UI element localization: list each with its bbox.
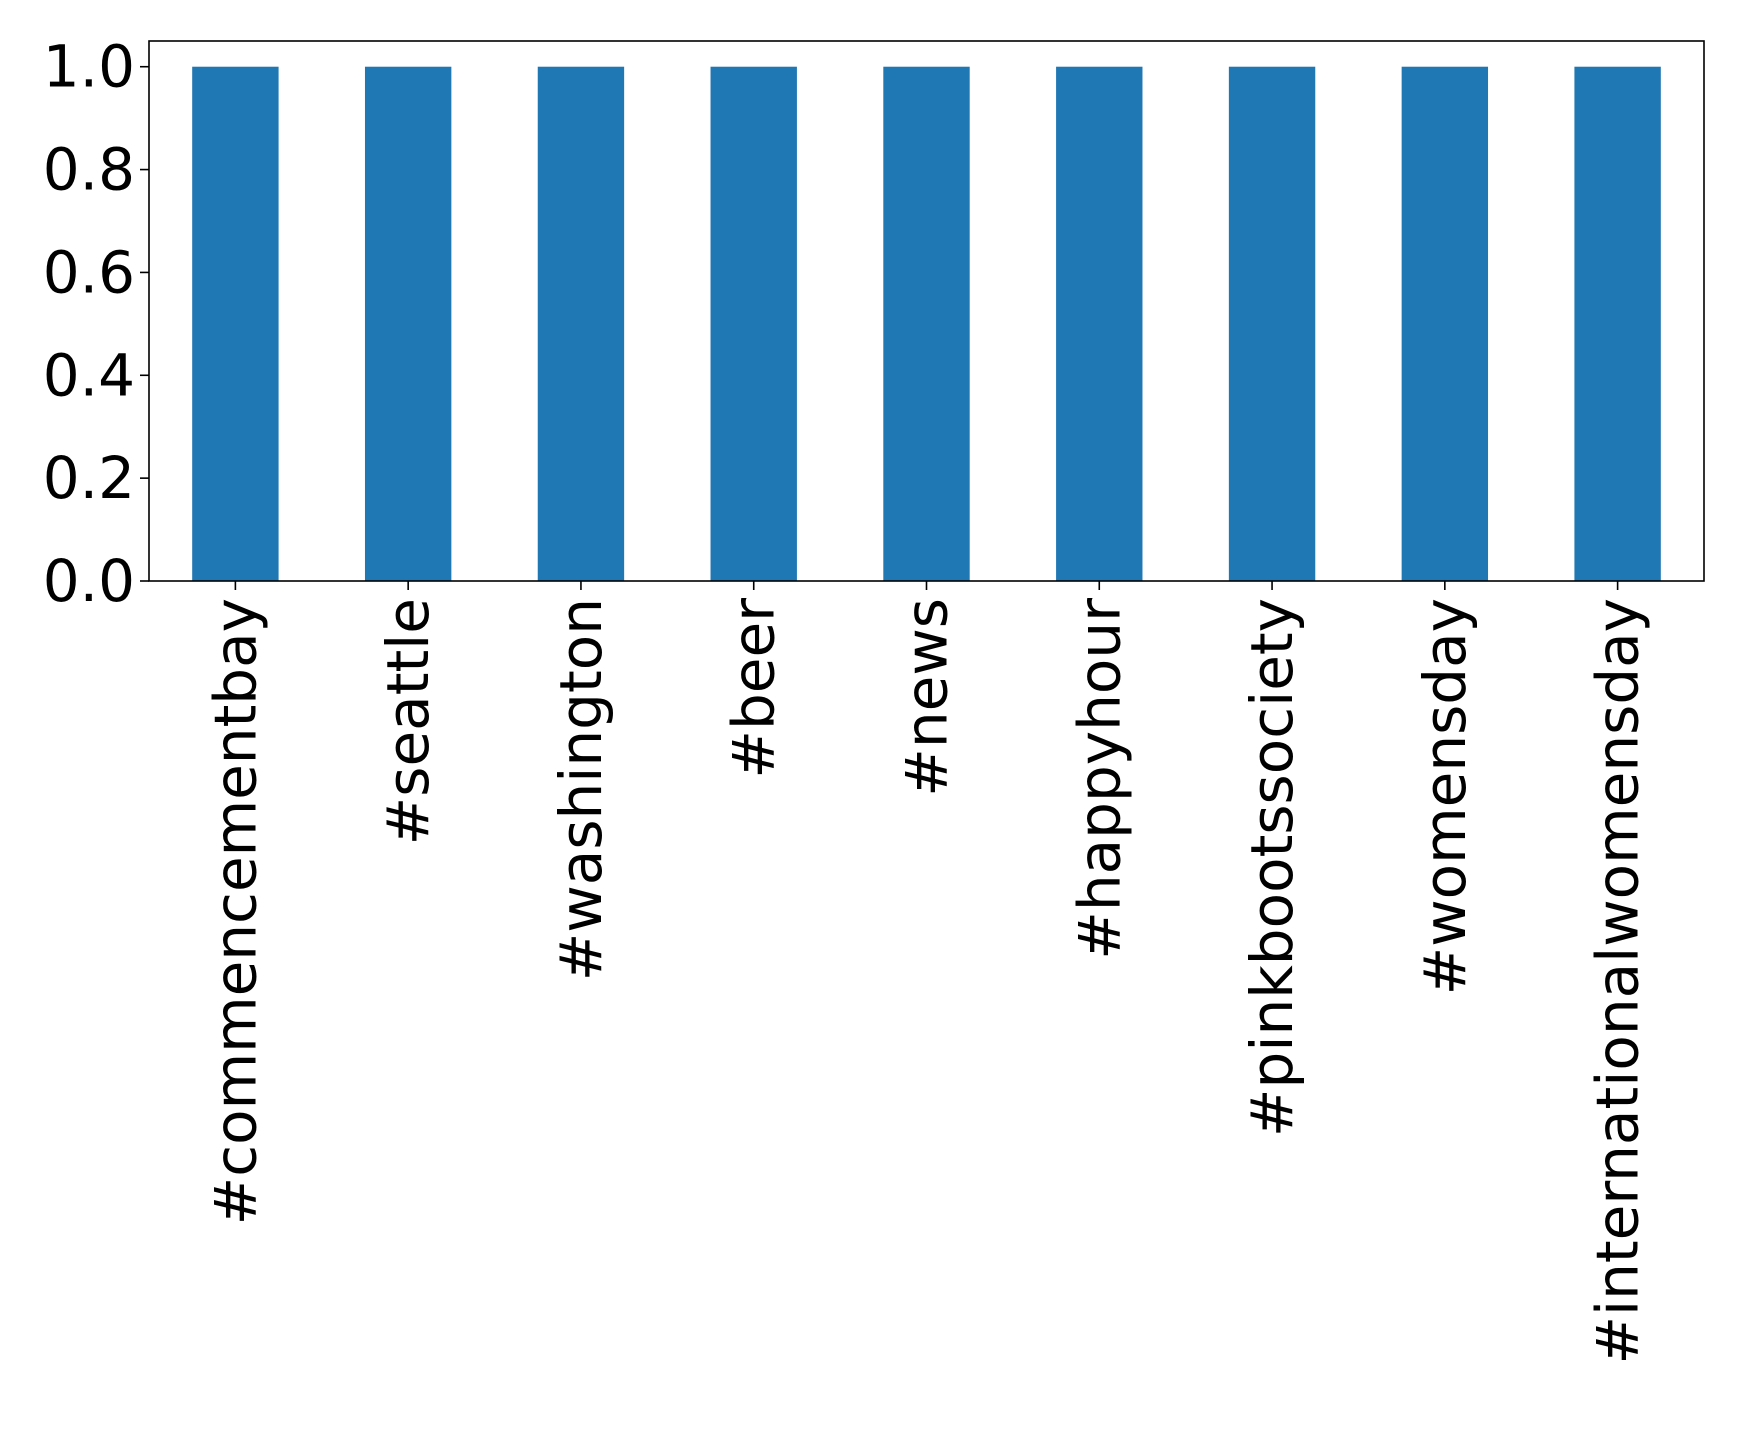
x-tick-label: #happyhour: [1065, 598, 1133, 960]
x-axis: #commencementbay #seattle #washington #beer…: [201, 581, 1652, 1365]
x-tick-label: #womensday: [1411, 598, 1479, 995]
bar-internationalwomensday: [1574, 66, 1661, 581]
y-tick-label: 1.0: [43, 33, 135, 101]
y-tick-label: 0.2: [43, 444, 135, 512]
x-tick-label: #internationalwomensday: [1584, 598, 1652, 1365]
x-tick-label: #beer: [720, 598, 788, 779]
bar-happyhour: [1056, 66, 1143, 581]
x-tick-label: #seattle: [374, 598, 442, 845]
y-tick-label: 0.4: [43, 341, 135, 409]
bar-commencementbay: [192, 66, 279, 581]
y-tick-label: 0.8: [43, 136, 135, 204]
bar-womensday: [1401, 66, 1489, 581]
bar-news: [883, 66, 970, 581]
plot-frame: [148, 40, 1705, 582]
x-tick-label: #pinkbootssociety: [1238, 598, 1306, 1137]
y-tick-label: 0.0: [43, 547, 135, 615]
bar-beer: [710, 66, 797, 581]
bar-pinkbootssociety: [1228, 66, 1316, 581]
bar-seattle: [364, 66, 452, 581]
x-tick-label: #commencementbay: [201, 598, 269, 1225]
bars-group: [192, 66, 1661, 581]
y-tick-label: 0.6: [43, 238, 135, 306]
x-tick-label: #news: [893, 598, 961, 797]
y-axis: 0.0 0.2 0.4 0.6 0.8 1.0: [43, 33, 149, 615]
bar-washington: [537, 66, 625, 581]
x-tick-label: #washington: [547, 598, 615, 981]
